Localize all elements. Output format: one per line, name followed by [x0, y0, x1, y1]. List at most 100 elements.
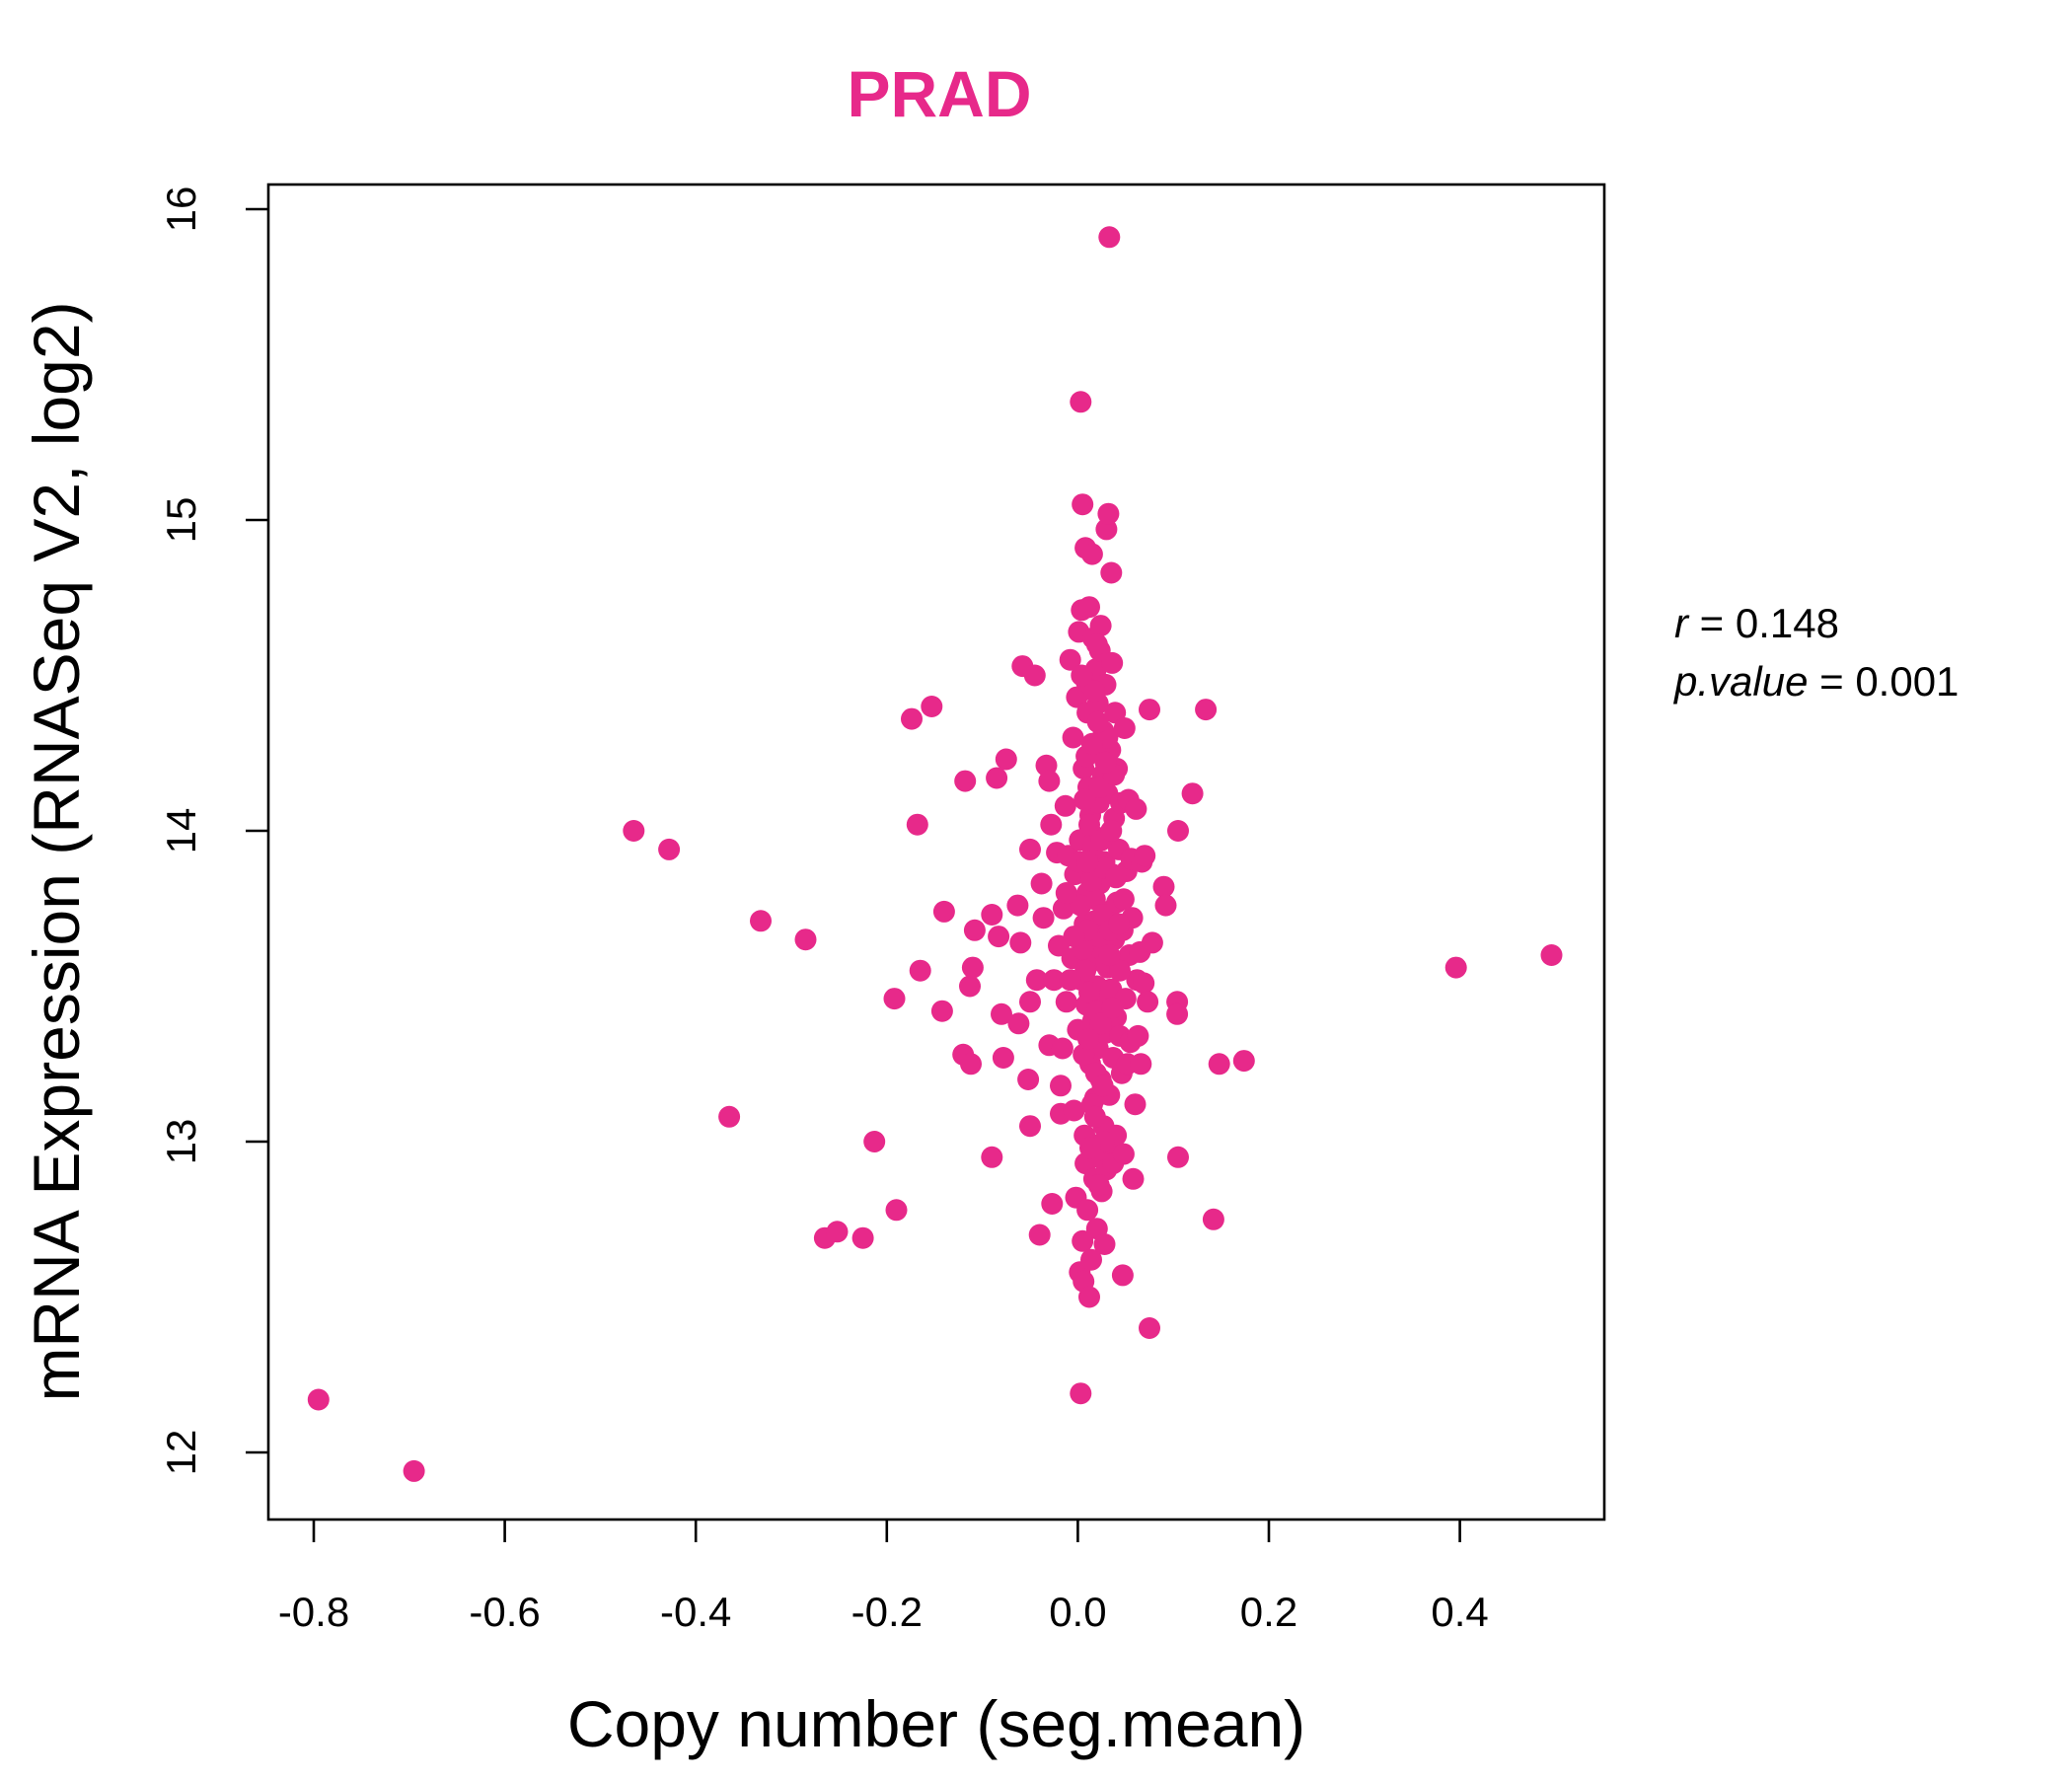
data-point — [1091, 1075, 1114, 1097]
data-point — [1023, 664, 1046, 687]
data-point — [1079, 1137, 1101, 1159]
data-point — [1055, 882, 1077, 904]
data-point — [906, 813, 928, 836]
data-point — [1167, 1146, 1189, 1168]
data-point — [1076, 1199, 1099, 1222]
data-point — [1112, 888, 1135, 911]
r-statistic: r = 0.148 — [1674, 600, 1839, 646]
data-point — [1167, 820, 1189, 842]
data-point — [1062, 726, 1084, 749]
data-point — [1124, 1093, 1147, 1116]
data-point — [960, 1053, 982, 1076]
data-point — [1078, 981, 1100, 1003]
data-point — [1109, 959, 1131, 982]
data-point — [1059, 969, 1081, 992]
x-axis-title: Copy number (seg.mean) — [567, 1687, 1305, 1760]
data-point — [1100, 820, 1123, 842]
r-value: 0.148 — [1736, 600, 1839, 646]
y-axis-title: mRNA Expression (RNASeq V2, log2) — [20, 301, 93, 1401]
data-point — [1006, 894, 1029, 917]
data-point — [1113, 717, 1136, 739]
data-point — [1007, 1012, 1030, 1035]
data-point — [932, 900, 955, 923]
data-point — [1154, 894, 1177, 917]
data-point — [1080, 1248, 1102, 1271]
data-point — [1088, 776, 1111, 798]
data-point — [1028, 1224, 1051, 1246]
r-label: r — [1674, 600, 1690, 646]
data-point — [1232, 1050, 1255, 1073]
data-point — [1122, 1167, 1145, 1190]
data-point — [1094, 751, 1117, 774]
data-point — [1019, 838, 1041, 860]
data-point — [1098, 944, 1121, 966]
data-point — [981, 904, 1003, 926]
y-tick-label: 13 — [158, 1119, 204, 1165]
y-tick-label: 12 — [158, 1430, 204, 1476]
data-point — [909, 959, 931, 982]
data-point — [921, 696, 943, 717]
data-point — [1030, 872, 1053, 895]
data-point — [901, 707, 923, 730]
x-tick-label: -0.4 — [660, 1589, 731, 1635]
data-point — [1125, 797, 1147, 820]
data-point — [1032, 907, 1055, 929]
x-tick-label: -0.2 — [851, 1589, 923, 1635]
data-point — [1066, 686, 1088, 708]
data-point — [403, 1459, 425, 1482]
data-point — [1105, 866, 1128, 889]
data-point — [1112, 1143, 1135, 1165]
data-point — [1127, 1024, 1149, 1047]
data-point — [1070, 391, 1092, 413]
data-point — [1076, 851, 1099, 873]
data-point — [1134, 845, 1156, 867]
data-point — [1043, 969, 1066, 992]
y-tick-label: 15 — [158, 497, 204, 544]
y-tick-label: 16 — [158, 186, 204, 233]
data-point — [986, 767, 1008, 789]
x-tick-label: 0.4 — [1431, 1589, 1488, 1635]
correlation-stats: r = 0.148 p.value = 0.001 — [1672, 600, 1959, 705]
data-point — [1019, 991, 1041, 1013]
data-point — [992, 1047, 1014, 1069]
data-point — [930, 1000, 953, 1022]
data-point — [988, 926, 1010, 948]
p-statistic: p.value = 0.001 — [1672, 658, 1959, 705]
data-point — [1133, 972, 1155, 995]
data-point — [1152, 875, 1175, 898]
data-point — [1050, 1075, 1072, 1097]
data-point — [963, 919, 986, 941]
p-value: 0.001 — [1855, 658, 1959, 705]
data-point — [1181, 782, 1204, 805]
data-point — [1130, 1053, 1152, 1076]
data-point — [1063, 1099, 1085, 1122]
data-point — [1139, 699, 1160, 721]
data-point — [885, 1199, 908, 1222]
data-point — [658, 838, 681, 860]
data-point — [750, 910, 772, 932]
data-point — [1085, 633, 1108, 655]
data-point — [1082, 680, 1105, 703]
data-point — [883, 988, 906, 1010]
plot-frame — [266, 183, 1606, 1521]
data-point — [995, 748, 1017, 771]
data-point — [1017, 1069, 1040, 1090]
data-point — [1009, 931, 1032, 954]
x-tick-label: -0.8 — [278, 1589, 349, 1635]
data-point — [1089, 615, 1112, 637]
data-point — [991, 1002, 1012, 1025]
x-tick-label: 0.0 — [1049, 1589, 1106, 1635]
data-point — [1078, 813, 1100, 836]
y-axis: 12 13 14 15 16 — [158, 186, 268, 1476]
data-point — [1101, 997, 1124, 1019]
x-axis: -0.8 -0.6 -0.4 -0.2 0.0 0.2 0.4 — [278, 1520, 1489, 1635]
data-point — [1025, 969, 1048, 992]
data-point — [1100, 561, 1123, 584]
data-point — [1038, 770, 1061, 792]
data-point — [1059, 648, 1081, 671]
data-point — [1051, 1037, 1073, 1060]
data-point — [954, 770, 977, 792]
data-point — [1040, 813, 1063, 836]
data-point — [1041, 1193, 1064, 1215]
